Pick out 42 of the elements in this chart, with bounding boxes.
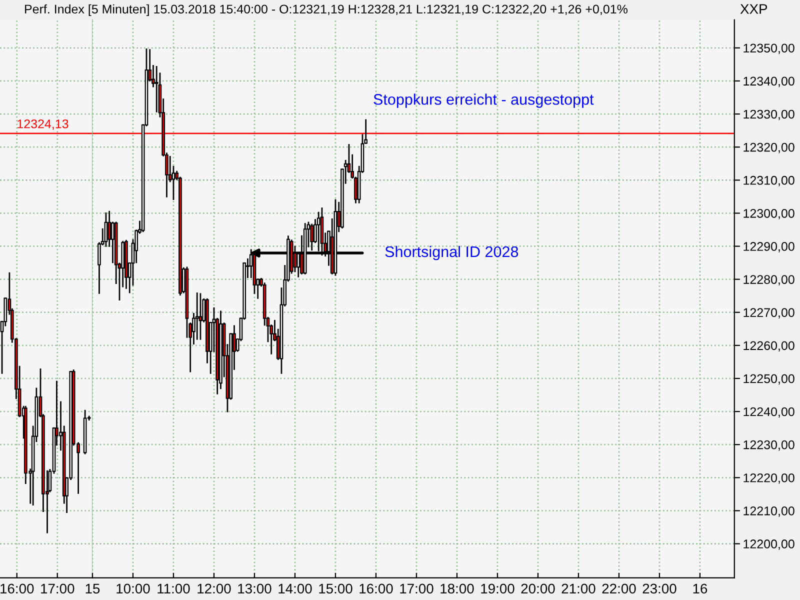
ref-line-label: 12324,13 [18, 119, 68, 130]
x-tick-label: 17:00 [41, 584, 74, 594]
candlestick [198, 293, 202, 340]
y-tick-label: 12230,00 [744, 440, 794, 451]
x-tick-label: 10:00 [116, 584, 150, 594]
y-tick-label: 12250,00 [744, 374, 794, 385]
x-tick-label: 13:00 [238, 584, 272, 594]
x-tick-label: 19:00 [481, 584, 514, 594]
text: Perf. Index [5 Minuten] 15.03.2018 15:40:00 - O:12321,19 H:12328,21 L:12321,19 C:12322,20 +1,26 +0,01% [25, 4, 628, 16]
y-tick-label: 12320,00 [744, 142, 794, 154]
x-tick-label: 16 [693, 584, 708, 594]
x-tick-label: 23:00 [642, 584, 676, 594]
x-tick-label: 11:00 [158, 584, 190, 594]
x-tick-label: 15:00 [319, 584, 352, 594]
x-tick-label: 15 [86, 584, 100, 594]
y-tick-label: 12330,00 [744, 110, 794, 120]
annotation: Shortsignal ID 2028 [385, 246, 518, 260]
x-tick-label: 18:00 [440, 584, 474, 594]
y-tick-label: 12310,00 [744, 176, 794, 186]
y-tick-label: 12290,00 [744, 242, 794, 252]
annotation: Stoppkurs erreicht - ausgestoppt [374, 94, 594, 108]
y-tick-label: 12240,00 [744, 407, 794, 418]
x-tick-label: 22:00 [602, 584, 636, 594]
x-tick-label: 20:00 [521, 584, 555, 594]
x-tick-label: 14:00 [278, 584, 312, 594]
y-tick-label: 12350,00 [744, 44, 794, 54]
x-tick-label: 16:00 [360, 584, 393, 594]
x-tick-label: 21:00 [562, 584, 596, 594]
x-tick-label: 12:00 [198, 584, 231, 594]
y-tick-label: 12260,00 [744, 341, 794, 352]
y-tick-label: 12220,00 [744, 473, 794, 484]
text: XXP [740, 4, 768, 14]
x-tick-label: 16:00 [0, 584, 34, 594]
y-tick-label: 12280,00 [744, 275, 794, 286]
y-tick-label: 12270,00 [744, 308, 794, 318]
y-tick-label: 12210,00 [744, 506, 794, 517]
y-tick-label: 12200,00 [744, 540, 794, 550]
candlestick [111, 222, 114, 264]
x-tick-label: 17:00 [400, 584, 434, 594]
y-tick-label: 12340,00 [744, 76, 794, 88]
candlestick [104, 212, 108, 247]
y-tick-label: 12300,00 [744, 208, 794, 220]
